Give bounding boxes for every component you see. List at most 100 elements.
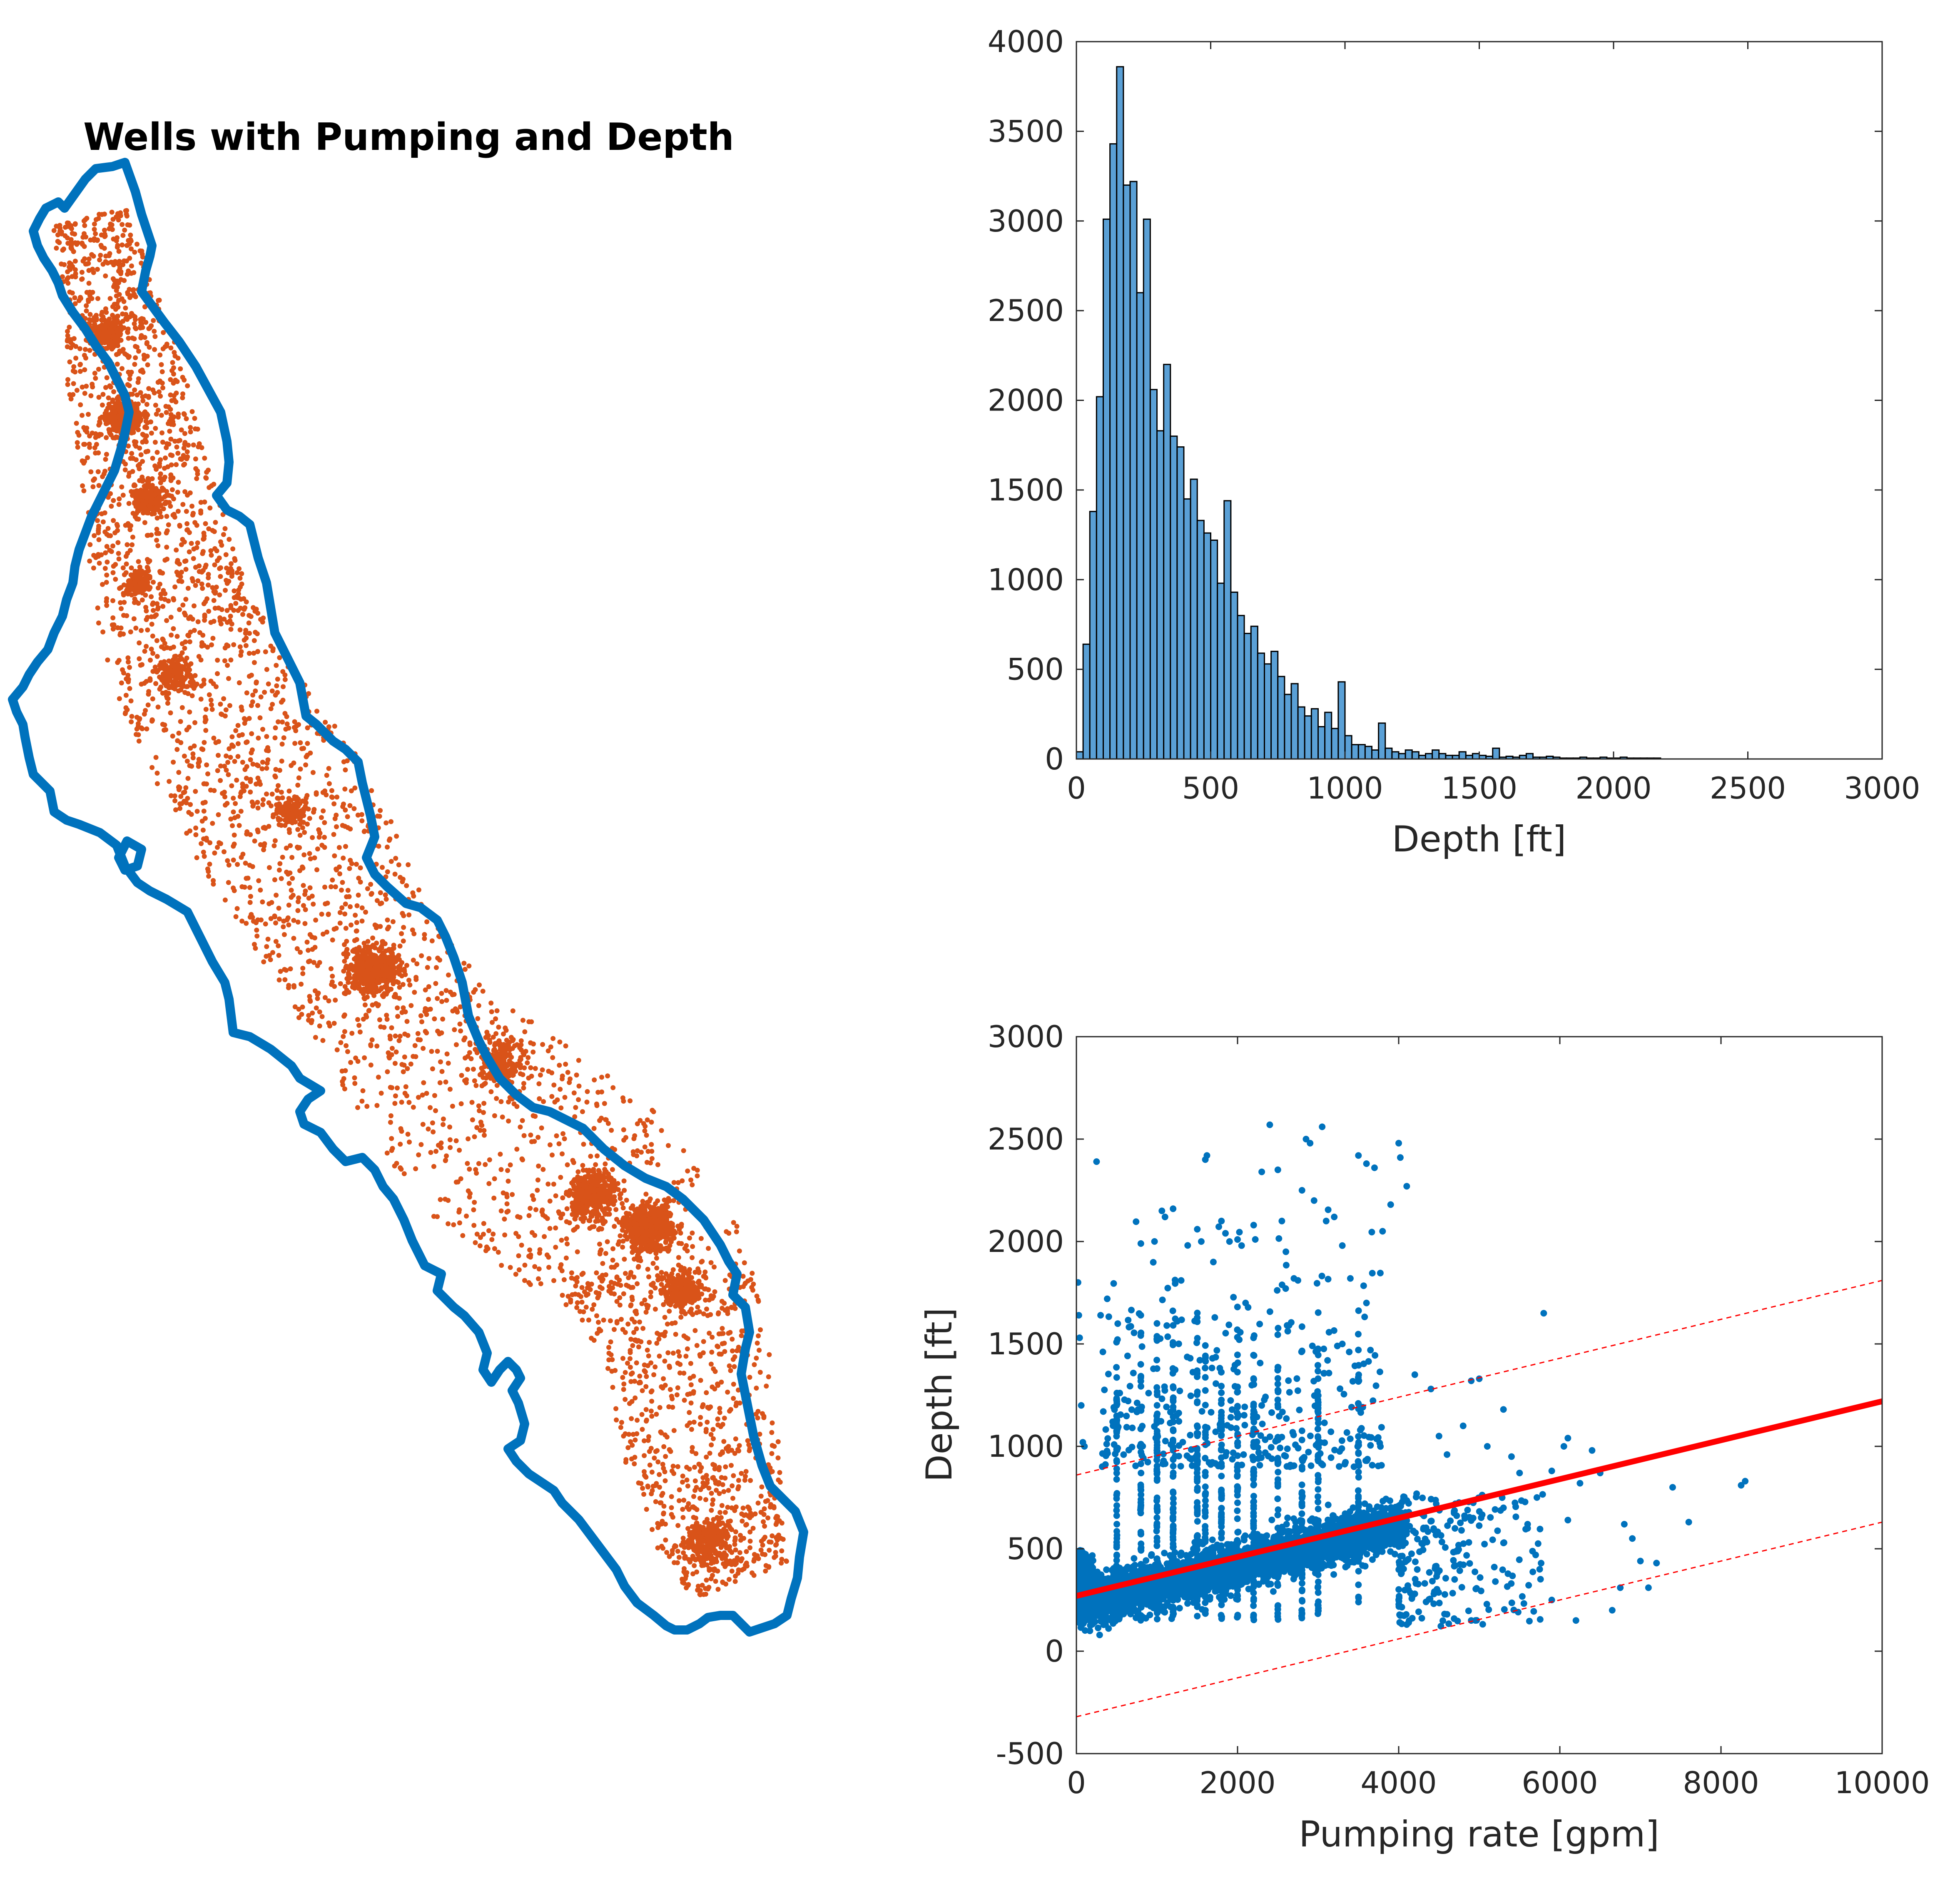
well-point — [391, 943, 396, 948]
well-point — [128, 698, 134, 704]
well-point — [101, 328, 106, 334]
well-point — [708, 1312, 713, 1317]
well-point — [238, 653, 244, 658]
well-point — [642, 1368, 647, 1373]
well-point — [278, 817, 283, 822]
well-point — [583, 1304, 589, 1310]
well-point — [648, 1160, 653, 1166]
well-point — [660, 1491, 665, 1496]
well-point — [472, 1199, 477, 1205]
well-point — [270, 950, 275, 955]
well-point — [247, 631, 252, 636]
well-point — [192, 603, 197, 609]
well-point — [697, 1421, 703, 1427]
well-point — [130, 469, 135, 474]
well-point — [296, 895, 301, 901]
well-point — [573, 1105, 578, 1110]
well-point — [134, 241, 139, 247]
well-point — [739, 1556, 745, 1561]
well-point — [780, 1537, 786, 1542]
well-point — [460, 1233, 466, 1238]
well-point — [276, 796, 281, 801]
well-point — [203, 521, 208, 526]
well-point — [237, 566, 242, 571]
map-title: Wells with Pumping and Depth — [83, 115, 734, 159]
well-point — [141, 582, 147, 588]
well-point — [226, 570, 231, 575]
well-point — [169, 679, 175, 684]
well-point — [537, 1247, 543, 1252]
well-point — [418, 1142, 424, 1147]
well-point — [82, 347, 88, 352]
well-point — [705, 1405, 710, 1410]
well-point — [138, 493, 143, 499]
well-point — [750, 1570, 755, 1575]
well-point — [769, 1451, 775, 1456]
well-point — [329, 884, 334, 889]
well-point — [249, 672, 254, 678]
well-point — [684, 1477, 690, 1483]
well-point — [462, 967, 468, 972]
well-point — [166, 404, 171, 410]
well-point — [129, 311, 134, 316]
well-point — [193, 426, 198, 432]
well-point — [243, 631, 248, 636]
well-point — [416, 1152, 421, 1157]
well-point — [643, 1384, 649, 1389]
well-point — [609, 1264, 614, 1270]
well-point — [141, 433, 146, 438]
well-point — [589, 1281, 594, 1287]
well-point — [189, 503, 194, 509]
well-point — [747, 1375, 752, 1380]
well-point — [457, 1147, 462, 1153]
well-point — [415, 1031, 421, 1036]
well-point — [86, 412, 91, 417]
well-point — [67, 324, 72, 330]
well-point — [542, 1234, 547, 1239]
well-point — [729, 1568, 735, 1574]
well-point — [719, 1379, 724, 1385]
well-point — [405, 1132, 411, 1137]
well-point — [650, 1527, 655, 1532]
well-point — [138, 417, 144, 422]
well-point — [201, 677, 207, 683]
well-point — [154, 669, 159, 674]
well-point — [139, 726, 145, 732]
well-point — [180, 537, 185, 542]
well-point — [185, 383, 190, 388]
well-point — [289, 895, 294, 900]
well-point — [105, 337, 111, 343]
well-point — [136, 739, 142, 744]
well-point — [727, 1330, 733, 1335]
well-point — [610, 1357, 615, 1362]
well-point — [97, 257, 102, 263]
well-point — [722, 1510, 728, 1515]
well-point — [130, 535, 135, 540]
well-point — [155, 503, 160, 509]
well-point — [553, 1193, 558, 1199]
well-point — [612, 1147, 618, 1152]
well-point — [385, 869, 390, 874]
well-point — [111, 518, 116, 523]
well-point — [144, 499, 149, 504]
well-point — [137, 640, 142, 646]
well-point — [304, 939, 310, 945]
well-point — [337, 921, 343, 926]
well-point — [757, 1431, 762, 1437]
well-point — [132, 387, 137, 393]
well-point — [565, 1162, 570, 1167]
well-point — [737, 1443, 742, 1448]
well-point — [514, 1147, 520, 1152]
well-point — [114, 238, 119, 244]
well-point — [317, 1009, 322, 1015]
well-point — [556, 1141, 562, 1147]
well-point — [173, 654, 179, 659]
well-point — [174, 634, 180, 639]
well-point — [426, 997, 431, 1002]
well-point — [521, 1081, 526, 1086]
well-point — [401, 913, 406, 918]
well-point — [280, 669, 286, 674]
well-point — [223, 707, 229, 712]
well-point — [133, 599, 139, 605]
well-point — [476, 1103, 481, 1109]
